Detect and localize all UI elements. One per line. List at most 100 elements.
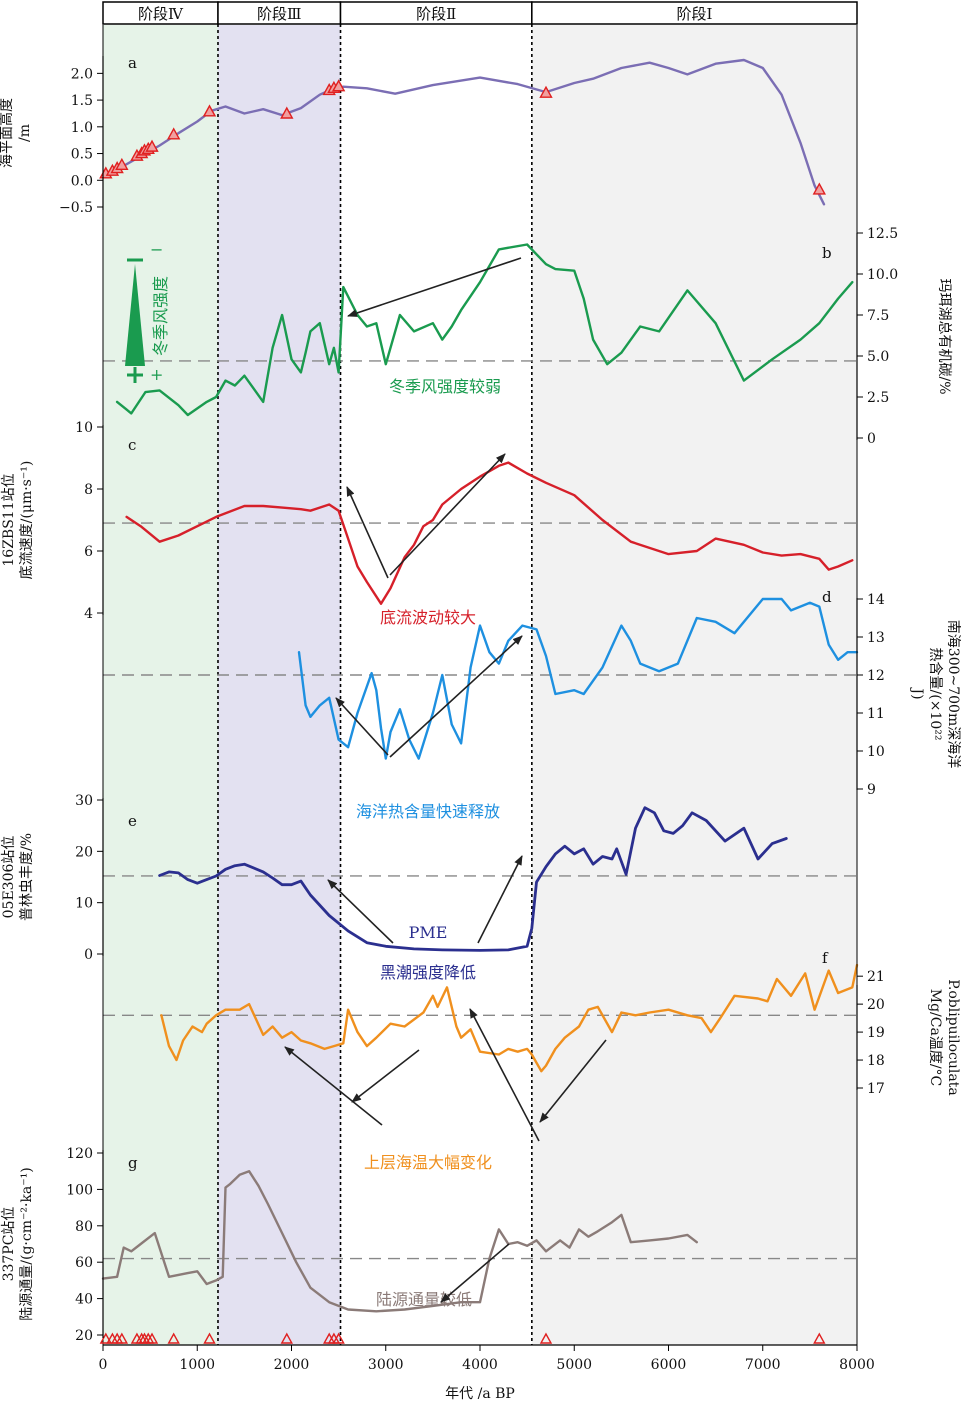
y-tick-label-c: 8 bbox=[84, 482, 93, 498]
annotation-f: 上层海温大幅变化 bbox=[364, 1153, 492, 1172]
trend-arrow bbox=[539, 1039, 607, 1123]
wind-strength-label: 冬季风强度 bbox=[151, 276, 170, 356]
y-tick-label-b: 0 bbox=[867, 431, 876, 447]
x-tick-label: 2000 bbox=[274, 1357, 310, 1373]
y-axis-title-a: 海平面高度/m bbox=[0, 98, 33, 168]
phase-label: 阶段Ⅱ bbox=[416, 5, 456, 23]
series-layer bbox=[99, 58, 859, 1313]
y-tick-label-b: 5.0 bbox=[867, 349, 889, 365]
dating-marker bbox=[99, 1332, 113, 1344]
y-tick-label-d: 11 bbox=[867, 706, 885, 722]
trend-arrow bbox=[284, 1046, 383, 1126]
y-tick-label-a: 1.0 bbox=[71, 120, 93, 136]
series-line-g bbox=[101, 1169, 698, 1313]
trend-arrow bbox=[389, 453, 506, 576]
y-axis-title-text: 337PC站位 陆源通量/(g·cm⁻²·ka⁻¹) bbox=[1, 1167, 35, 1320]
phase-header-box bbox=[531, 1, 858, 25]
y-axis-title-text: 南海300~700m深海洋热含量/(×10²²J) bbox=[909, 620, 961, 768]
y-axis-title-text: 16ZBS11站位 底流速度/(μm·s⁻¹) bbox=[1, 461, 35, 580]
trend-arrow bbox=[346, 486, 389, 579]
series-line-f bbox=[160, 963, 859, 1073]
y-tick-label-e: 20 bbox=[75, 844, 93, 860]
panel-letter-a: a bbox=[128, 54, 137, 72]
dating-marker bbox=[539, 1332, 553, 1344]
y-tick-label-c: 10 bbox=[75, 420, 93, 436]
y-tick-label-b: 12.5 bbox=[867, 226, 898, 242]
wind-strength-wedge bbox=[125, 264, 145, 366]
y-tick-label-g: 60 bbox=[75, 1255, 93, 1271]
series-line-e bbox=[158, 806, 788, 952]
wedge-minus-label: − bbox=[150, 240, 163, 259]
panel-letter-g: g bbox=[128, 1154, 138, 1172]
dating-marker bbox=[145, 1332, 159, 1344]
panel-letter-c: c bbox=[128, 436, 136, 454]
y-tick-label-d: 12 bbox=[867, 668, 885, 684]
x-tick-label: 8000 bbox=[839, 1357, 875, 1373]
y-tick-label-a: 2.0 bbox=[71, 66, 93, 82]
phase-band-1 bbox=[103, 25, 218, 1345]
series-line-c bbox=[125, 461, 854, 605]
panel-letter-b: b bbox=[822, 244, 832, 262]
y-axis-title-text: 05E306站位 普林虫丰度/% bbox=[1, 833, 35, 921]
y-tick-label-g: 80 bbox=[75, 1219, 93, 1235]
phase-label: 阶段Ⅰ bbox=[676, 5, 712, 23]
trend-arrow bbox=[347, 257, 522, 317]
y-tick-label-a: −0.5 bbox=[59, 200, 93, 216]
x-tick-label: 4000 bbox=[462, 1357, 498, 1373]
dating-marker bbox=[280, 1332, 293, 1344]
y-axis-title-c: 16ZBS11站位 底流速度/(μm·s⁻¹) bbox=[1, 461, 35, 580]
wedge-plus-label: + bbox=[150, 365, 163, 384]
trend-arrow bbox=[335, 697, 389, 756]
sea-level-date-marker bbox=[812, 182, 826, 195]
y-tick-label-b: 2.5 bbox=[867, 390, 889, 406]
sea-level-date-marker bbox=[167, 127, 181, 140]
x-tick-label: 6000 bbox=[651, 1357, 687, 1373]
y-tick-label-c: 6 bbox=[84, 544, 93, 560]
y-tick-label-e: 30 bbox=[75, 793, 93, 809]
y-axis-title-b: 玛珥湖总有机碳/% bbox=[936, 278, 952, 394]
y-tick-label-d: 13 bbox=[867, 630, 885, 646]
y-tick-label-g: 100 bbox=[66, 1182, 93, 1198]
sea-level-date-marker bbox=[202, 104, 217, 117]
phase-band-2 bbox=[217, 25, 341, 1345]
y-tick-label-d: 9 bbox=[867, 782, 876, 798]
series-line-b bbox=[115, 243, 854, 417]
y-tick-label-e: 10 bbox=[75, 896, 93, 912]
dating-marker bbox=[332, 1332, 345, 1344]
trend-arrow bbox=[351, 1049, 420, 1103]
y-axis-title-text: P.oblipuiloculataMg/Ca温度/°C bbox=[927, 979, 961, 1095]
wind-strength-label-text: 冬季风强度 bbox=[151, 276, 170, 356]
annotation-e: PME bbox=[409, 923, 448, 942]
x-tick-label: 5000 bbox=[556, 1357, 592, 1373]
phase-label: 阶段Ⅳ bbox=[138, 5, 184, 23]
panel-letter-e: e bbox=[128, 812, 137, 830]
trend-arrow bbox=[327, 879, 394, 944]
series-line-d bbox=[297, 597, 859, 760]
dating-marker bbox=[115, 1332, 129, 1344]
y-axis-title-e: 05E306站位 普林虫丰度/% bbox=[1, 833, 35, 921]
trend-arrow bbox=[440, 1243, 510, 1303]
panel-letter-f: f bbox=[822, 949, 829, 967]
annotation-b: 冬季风强度较弱 bbox=[389, 377, 501, 396]
y-tick-label-g: 20 bbox=[75, 1328, 93, 1344]
x-tick-label: 7000 bbox=[745, 1357, 781, 1373]
y-tick-label-a: 0.0 bbox=[71, 173, 93, 189]
annotation-g: 陆源通量较低 bbox=[376, 1290, 472, 1309]
annotation-c: 底流波动较大 bbox=[380, 608, 476, 627]
y-tick-label-b: 7.5 bbox=[867, 308, 889, 324]
y-tick-label-a: 0.5 bbox=[71, 147, 93, 163]
y-axis-title-d: 南海300~700m深海洋热含量/(×10²²J) bbox=[909, 620, 961, 768]
dating-marker bbox=[813, 1332, 826, 1344]
y-tick-label-f: 18 bbox=[867, 1053, 885, 1069]
y-tick-label-f: 20 bbox=[867, 997, 885, 1013]
sea-level-date-marker bbox=[280, 106, 294, 119]
trend-arrow bbox=[477, 855, 523, 944]
sea-level-date-marker bbox=[115, 157, 129, 171]
panel-letter-d: d bbox=[822, 588, 832, 606]
annotation-e: 黑潮强度降低 bbox=[380, 963, 476, 982]
phase-background-layer: 阶段Ⅳ 阶段Ⅲ 阶段Ⅱ 阶段Ⅰ bbox=[102, 1, 858, 1345]
